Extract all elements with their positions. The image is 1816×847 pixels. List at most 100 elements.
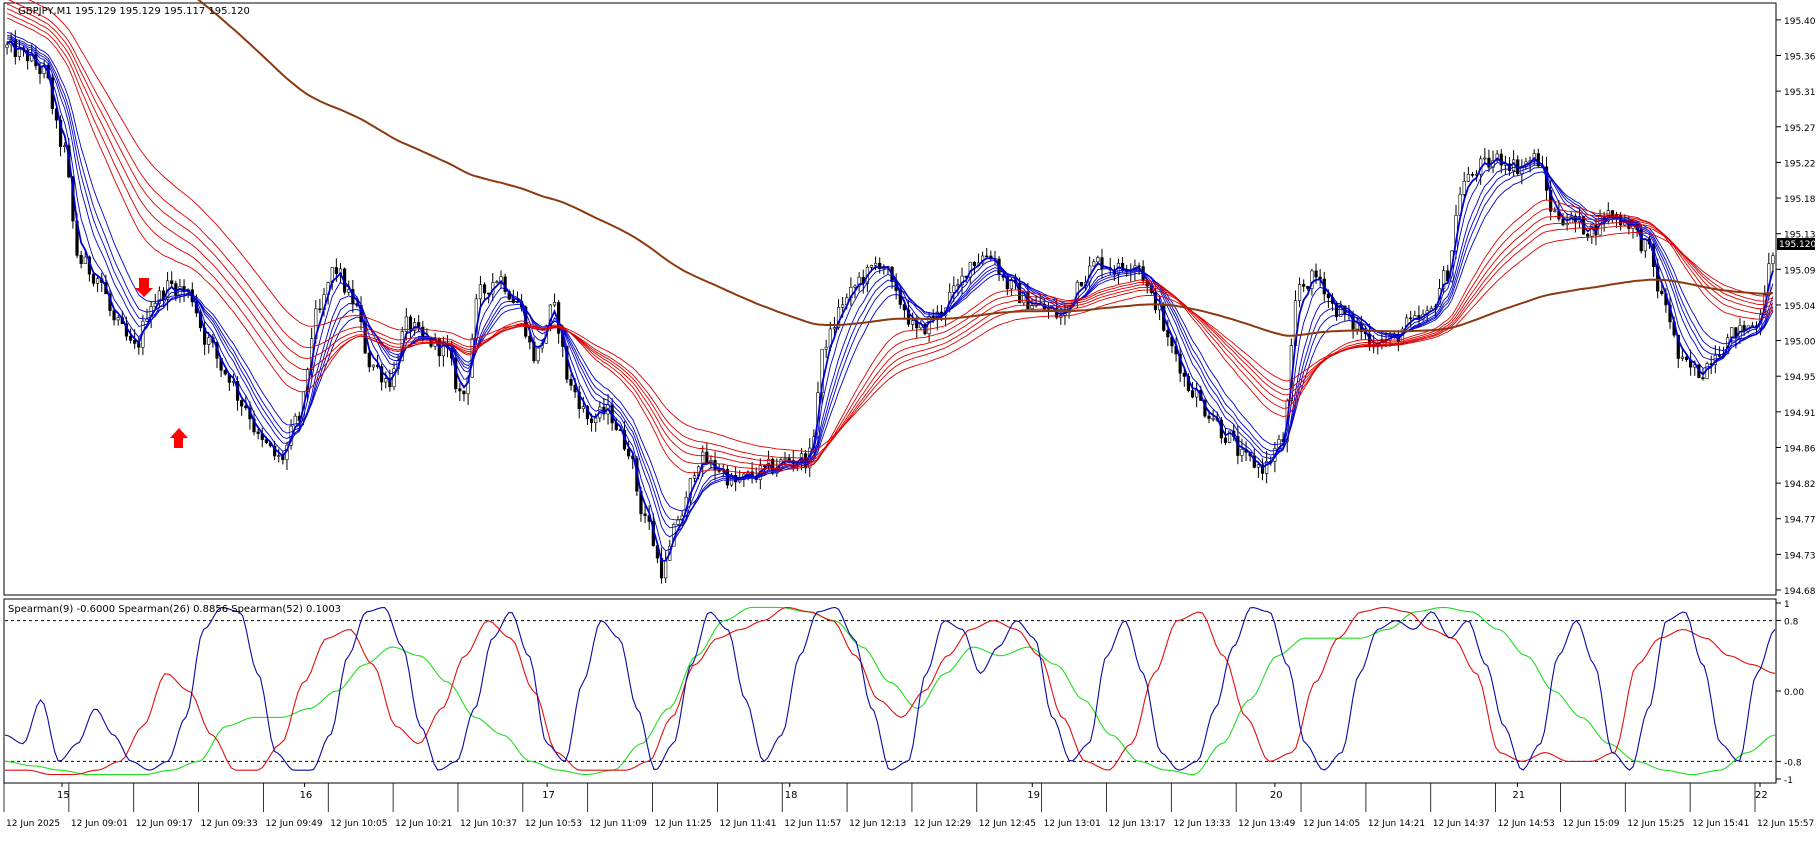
candle-body xyxy=(1470,174,1475,176)
price-tick-label: 195.045 xyxy=(1784,302,1816,312)
indicator-tick-label: 0.00 xyxy=(1784,688,1804,698)
price-tick-label: 195.225 xyxy=(1784,159,1816,169)
candle-body xyxy=(462,390,466,395)
time-tick-label: 12 Jun 13:49 xyxy=(1238,819,1295,829)
price-tick-label: 195.360 xyxy=(1784,53,1816,63)
candle-body xyxy=(857,276,861,287)
candle-body xyxy=(915,320,919,329)
red-ema-line xyxy=(28,0,1774,452)
candle-body xyxy=(960,275,964,286)
candle-body xyxy=(1495,153,1499,161)
minor-tick-label: 21 xyxy=(1512,790,1525,801)
candle-body xyxy=(1120,262,1125,270)
candle-body xyxy=(820,348,824,393)
candle-body xyxy=(1227,430,1232,443)
candle-body xyxy=(79,255,83,264)
candle-body xyxy=(371,364,376,368)
time-tick-label: 12 Jun 11:57 xyxy=(784,819,841,829)
indicator-tick-label: -0.8 xyxy=(1784,758,1802,768)
price-tick-label: 194.910 xyxy=(1784,409,1816,419)
candle-body xyxy=(1297,284,1302,302)
moving-averages-layer xyxy=(6,0,1774,562)
time-tick-label: 12 Jun 10:53 xyxy=(525,819,582,829)
minor-tick-label: 16 xyxy=(300,790,313,801)
candle-body xyxy=(133,340,137,344)
candle-body xyxy=(458,388,462,392)
time-tick-label: 12 Jun 15:41 xyxy=(1692,819,1749,829)
candle-body xyxy=(1190,390,1195,398)
candle-body xyxy=(256,431,260,434)
candle-body xyxy=(1005,277,1009,290)
candle-body xyxy=(367,352,371,368)
candle-body xyxy=(128,335,133,341)
candle-body xyxy=(293,415,297,427)
time-tick-label: 12 Jun 12:45 xyxy=(979,819,1036,829)
candle-body xyxy=(577,391,581,410)
candle-body xyxy=(83,256,87,264)
candle-body xyxy=(1256,464,1261,468)
blue-ema-line xyxy=(7,34,1774,521)
time-tick-label: 12 Jun 10:05 xyxy=(330,819,387,829)
price-tick-label: 195.180 xyxy=(1784,195,1816,205)
candle-body xyxy=(643,513,647,516)
candle-body xyxy=(528,336,532,343)
indicator-tick-label: 1 xyxy=(1784,600,1790,610)
candle-body xyxy=(1223,437,1228,443)
candle-body xyxy=(1684,356,1689,361)
candle-body xyxy=(701,451,705,468)
candle-body xyxy=(145,318,149,322)
time-tick-label: 12 Jun 09:33 xyxy=(201,819,258,829)
indicator-tick-label: -1 xyxy=(1784,776,1793,786)
blue-ema-line xyxy=(7,36,1774,529)
candle-body xyxy=(1075,281,1079,301)
signal-arrows-layer xyxy=(135,278,188,448)
candle-body xyxy=(1211,418,1215,420)
candle-body xyxy=(552,302,557,306)
time-tick-label: 12 Jun 12:13 xyxy=(849,819,906,829)
candle-body xyxy=(581,406,585,410)
candle-body xyxy=(429,336,433,347)
candle-body xyxy=(404,316,408,332)
time-tick-label: 12 Jun 11:41 xyxy=(719,819,776,829)
candle-body xyxy=(705,451,709,465)
candle-body xyxy=(853,285,857,288)
candle-body xyxy=(1306,286,1310,289)
price-tag xyxy=(1777,238,1815,250)
price-tick-label: 194.730 xyxy=(1784,551,1816,561)
candle-body xyxy=(1717,354,1722,357)
candle-body xyxy=(906,309,911,325)
price-tick-label: 195.000 xyxy=(1784,338,1816,348)
candle-body xyxy=(252,418,256,433)
minor-tick-label: 22 xyxy=(1755,790,1768,801)
candle-body xyxy=(1553,210,1557,213)
candle-body xyxy=(1586,233,1590,237)
candle-body xyxy=(1676,334,1680,359)
candle-body xyxy=(1730,327,1734,338)
candle-body xyxy=(240,400,244,407)
candle-body xyxy=(1310,270,1314,289)
candle-body xyxy=(116,317,120,321)
candle-body xyxy=(1409,317,1413,320)
time-tick-label: 12 Jun 14:05 xyxy=(1303,819,1360,829)
time-tick-label: 12 Jun 11:25 xyxy=(655,819,712,829)
candle-body xyxy=(836,306,841,328)
candle-body xyxy=(1166,330,1170,338)
candle-body xyxy=(569,378,573,386)
candle-body xyxy=(1483,157,1487,160)
time-tick-label: 12 Jun 11:09 xyxy=(590,819,647,829)
candle-body xyxy=(766,458,771,467)
candle-body xyxy=(1442,270,1446,289)
indicator-axis: 1 0.8 0.00 -0.8 -1 xyxy=(1776,600,1804,786)
candle-body xyxy=(495,281,499,284)
candle-body xyxy=(594,417,598,424)
time-tick-label: 12 Jun 14:53 xyxy=(1498,819,1555,829)
candle-body xyxy=(869,265,874,268)
candle-body xyxy=(1207,415,1211,419)
candle-body xyxy=(482,284,487,294)
price-axis: 195.405 195.360 195.315 195.270 195.225 195.1… xyxy=(1776,17,1816,597)
minor-tick-label: 18 xyxy=(785,790,798,801)
minor-tick-label: 15 xyxy=(57,790,70,801)
candle-body xyxy=(1561,218,1565,226)
red-ema-line xyxy=(6,17,1774,474)
